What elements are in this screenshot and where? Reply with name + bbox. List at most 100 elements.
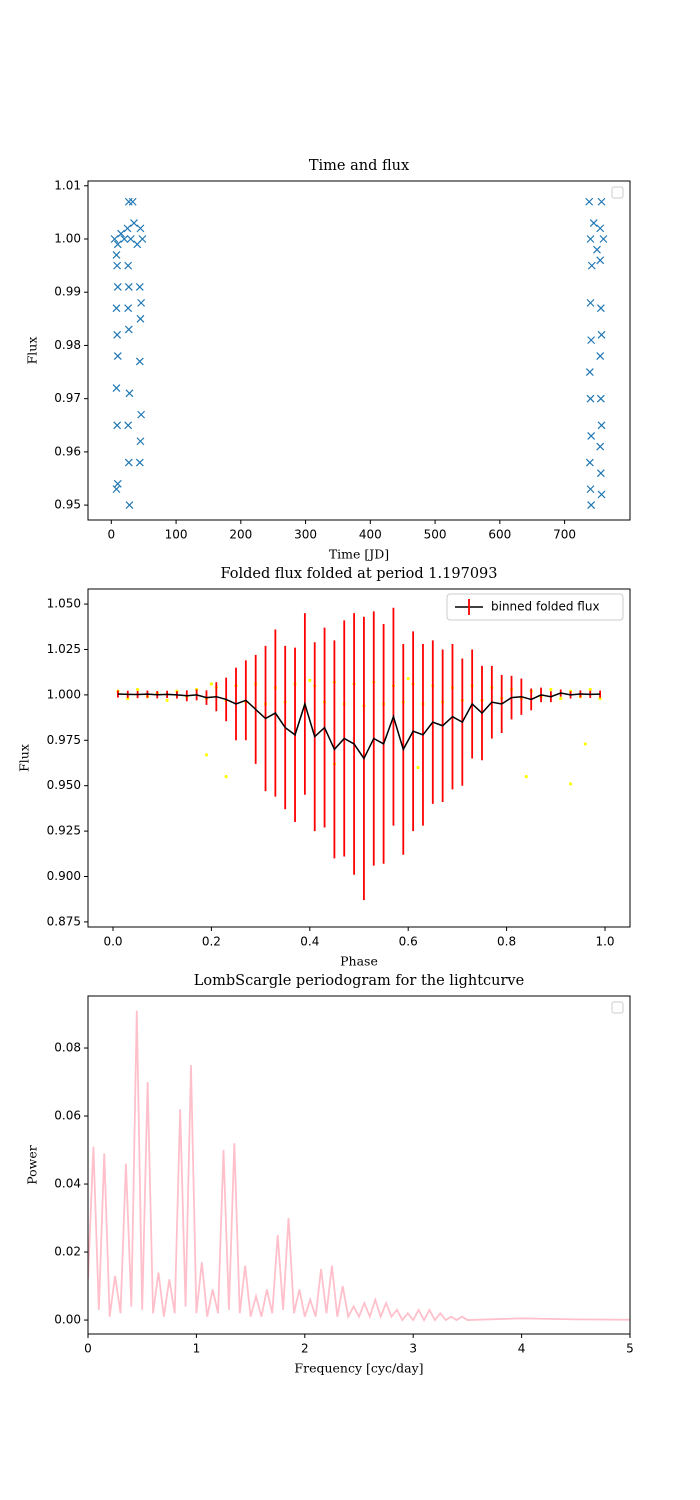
folded-point <box>204 753 209 757</box>
x-marker <box>126 235 135 243</box>
x-marker <box>113 352 122 361</box>
y-axis-label: Flux <box>25 337 40 365</box>
x-marker <box>136 224 145 233</box>
x-marker <box>136 314 145 323</box>
x-tick-label: 0.0 <box>103 935 122 949</box>
x-marker <box>597 330 606 339</box>
x-axis-label: Phase <box>340 954 378 969</box>
y-tick-label: 0.99 <box>54 285 81 299</box>
y-tick-label: 0.975 <box>47 733 81 747</box>
y-tick-label: 1.025 <box>47 642 81 656</box>
x-marker <box>113 240 122 249</box>
x-tick-label: 0 <box>107 528 115 542</box>
folded-point <box>568 782 573 786</box>
x-marker <box>113 479 122 488</box>
x-marker <box>585 368 594 376</box>
y-tick-label: 0.06 <box>54 1109 81 1123</box>
x-marker <box>124 261 133 270</box>
y-tick-label: 0.925 <box>47 824 81 838</box>
y-tick-label: 0.08 <box>54 1041 81 1055</box>
x-marker <box>136 437 145 446</box>
x-marker <box>113 330 122 339</box>
legend-box <box>611 186 624 199</box>
x-marker <box>589 219 598 227</box>
x-marker <box>137 410 146 419</box>
x-marker <box>112 485 121 494</box>
x-marker <box>596 442 605 451</box>
x-marker <box>117 229 125 238</box>
x-marker <box>597 490 606 499</box>
x-tick-label: 0 <box>84 1342 92 1356</box>
x-tick-label: 200 <box>229 528 252 542</box>
x-tick-label: 4 <box>518 1342 526 1356</box>
x-marker <box>596 304 605 313</box>
y-tick-label: 0.00 <box>54 1313 81 1327</box>
x-tick-label: 500 <box>424 528 447 542</box>
y-tick-label: 0.04 <box>54 1177 81 1191</box>
x-marker <box>599 235 608 243</box>
folded-point <box>165 698 169 702</box>
y-tick-label: 1.00 <box>54 232 81 246</box>
x-marker <box>137 298 146 307</box>
folded-point <box>209 682 213 686</box>
x-marker <box>124 458 133 467</box>
x-marker <box>124 304 133 313</box>
x-tick-label: 0.6 <box>399 935 418 949</box>
legend-label: binned folded flux <box>491 600 600 614</box>
axes-frame <box>87 588 631 928</box>
x-marker <box>113 421 122 430</box>
y-tick-label: 0.97 <box>54 391 81 405</box>
folded-point <box>224 775 228 779</box>
x-marker <box>586 394 595 403</box>
y-tick-label: 0.950 <box>47 778 81 792</box>
x-marker <box>587 336 596 345</box>
x-tick-label: 0.8 <box>497 935 516 949</box>
subplot: Folded flux folded at period 1.197093 Pha… <box>17 566 631 969</box>
x-marker <box>587 261 596 270</box>
y-tick-label: 0.875 <box>47 914 81 928</box>
x-marker <box>596 394 605 403</box>
y-tick-label: 1.050 <box>47 597 81 611</box>
chart-title: Folded flux folded at period 1.197093 <box>221 566 498 582</box>
folded-point <box>416 765 420 770</box>
x-marker <box>586 485 595 494</box>
x-marker <box>596 256 605 265</box>
x-marker <box>113 282 122 291</box>
x-marker <box>597 421 606 430</box>
x-marker <box>586 298 595 307</box>
x-marker <box>113 261 122 270</box>
subplot: Time and flux Time [JD] Flux 0 100 200 300 400 5… <box>25 158 631 562</box>
x-marker <box>135 282 144 291</box>
y-axis-label: Flux <box>17 744 32 772</box>
plot-area <box>116 607 602 901</box>
x-marker <box>112 304 121 313</box>
x-marker <box>596 224 605 233</box>
x-marker <box>120 235 129 243</box>
x-marker <box>128 197 137 206</box>
x-marker <box>112 251 121 259</box>
x-marker <box>130 219 138 227</box>
x-marker <box>596 469 605 478</box>
y-tick-label: 0.98 <box>54 338 81 352</box>
y-tick-label: 0.96 <box>54 444 81 458</box>
x-marker <box>596 352 605 361</box>
x-tick-label: 2 <box>301 1342 309 1356</box>
x-marker <box>123 224 132 233</box>
x-axis-label: Time [JD] <box>329 547 389 562</box>
y-tick-label: 0.900 <box>47 869 81 883</box>
x-tick-label: 400 <box>359 528 382 542</box>
x-marker <box>124 197 133 206</box>
x-marker <box>125 389 134 398</box>
x-marker <box>138 235 147 243</box>
x-marker <box>586 235 595 243</box>
x-tick-label: 700 <box>553 528 576 542</box>
x-tick-label: 1.0 <box>595 935 614 949</box>
x-marker <box>125 501 134 510</box>
x-marker <box>124 282 133 291</box>
x-tick-label: 600 <box>488 528 511 542</box>
x-tick-label: 5 <box>626 1342 634 1356</box>
folded-point <box>135 687 140 692</box>
x-marker <box>135 458 144 467</box>
x-tick-label: 0.2 <box>202 935 221 949</box>
